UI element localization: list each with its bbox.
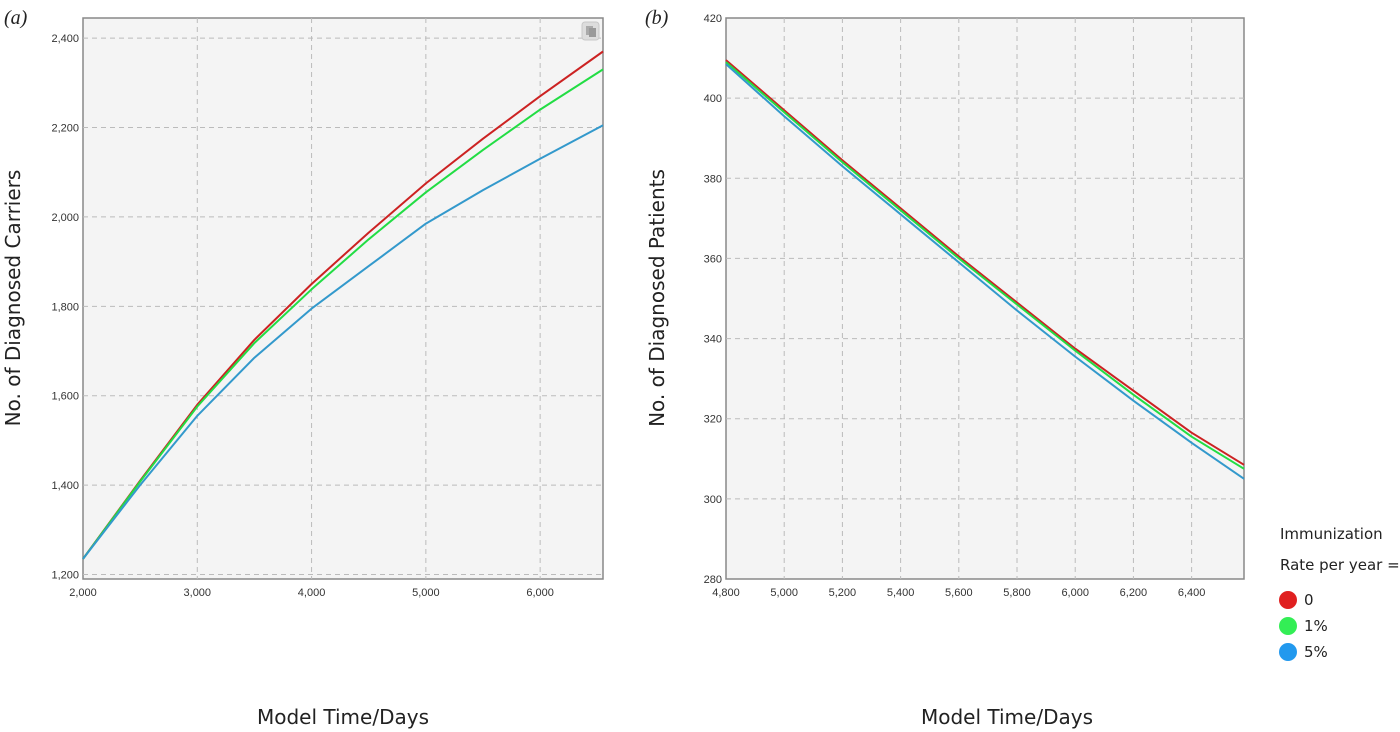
series-line-5pct: [82, 124, 604, 560]
panel-a-x-ticks: 2,000 3,000 4,000 5,000 6,000: [69, 587, 554, 599]
legend-label: 5%: [1304, 643, 1328, 661]
panel-b-x-ticks: 4,800 5,000 5,200 5,400 5,600 5,800 6,000 6,200…: [712, 587, 1205, 599]
x-tick-label: 5,800: [1003, 587, 1031, 599]
y-tick-label: 2,200: [51, 123, 79, 135]
panel-a-series: [82, 50, 604, 560]
panel-b-label: (b): [645, 7, 669, 29]
x-tick-label: 5,000: [770, 587, 798, 599]
panel-a-chart: (a) 2,000 3,000 4,000 5,000 6,000 1,200 1,400…: [1, 7, 604, 729]
panel-a-y-ticks: 1,200 1,400 1,600 1,800 2,000 2,200 2,400: [51, 33, 79, 581]
panel-b-y-ticks: 280 300 320 340 360 380 400 420: [704, 13, 722, 586]
y-tick-label: 2,000: [51, 212, 79, 224]
y-tick-label: 1,400: [51, 480, 79, 492]
series-line-1pct: [82, 68, 604, 560]
panel-a-plot-area: [82, 17, 604, 580]
legend: Immunization Rate per year = 0 1% 5%: [1279, 525, 1400, 661]
series-line-1pct: [725, 61, 1245, 470]
y-tick-label: 340: [704, 334, 722, 346]
y-tick-label: 420: [704, 13, 722, 25]
x-tick-label: 5,400: [887, 587, 915, 599]
y-tick-label: 1,600: [51, 391, 79, 403]
legend-label: 0: [1304, 591, 1314, 609]
y-tick-label: 360: [704, 253, 722, 265]
legend-marker: [1279, 617, 1297, 635]
y-tick-label: 300: [704, 494, 722, 506]
legend-label: 1%: [1304, 617, 1328, 635]
legend-marker: [1279, 643, 1297, 661]
x-tick-label: 5,000: [412, 587, 440, 599]
y-tick-label: 280: [704, 574, 722, 586]
panel-b-series: [725, 59, 1245, 480]
y-tick-label: 1,800: [51, 301, 79, 313]
y-tick-label: 1,200: [51, 570, 79, 582]
y-tick-label: 2,400: [51, 33, 79, 45]
x-tick-label: 2,000: [69, 587, 97, 599]
copy-icon[interactable]: [581, 21, 600, 41]
panel-a-y-axis-title: No. of Diagnosed Carriers: [1, 170, 25, 427]
y-tick-label: 320: [704, 414, 722, 426]
panel-b-chart: (b) 4,800 5,000 5,200 5,400 5,600 5,800 6,000 6…: [645, 7, 1245, 729]
x-tick-label: 5,600: [945, 587, 973, 599]
series-line-0: [725, 59, 1245, 466]
x-tick-label: 3,000: [184, 587, 212, 599]
panel-a-x-axis-title: Model Time/Days: [257, 705, 429, 729]
x-tick-label: 6,200: [1120, 587, 1148, 599]
legend-entries: 0 1% 5%: [1279, 591, 1328, 661]
panel-b-grid: [726, 18, 1244, 579]
x-tick-label: 4,800: [712, 587, 740, 599]
x-tick-label: 6,000: [1061, 587, 1089, 599]
x-tick-label: 6,000: [526, 587, 554, 599]
legend-marker: [1279, 591, 1297, 609]
panel-b-plot-area: [725, 17, 1245, 580]
panel-b-x-axis-title: Model Time/Days: [921, 705, 1093, 729]
legend-title-line2: Rate per year =: [1280, 556, 1400, 574]
y-tick-label: 380: [704, 173, 722, 185]
y-tick-label: 400: [704, 93, 722, 105]
panel-b-y-axis-title: No. of Diagnosed Patients: [645, 169, 669, 427]
panel-a-label: (a): [4, 7, 28, 29]
series-line-5pct: [725, 63, 1245, 480]
x-tick-label: 5,200: [829, 587, 857, 599]
legend-title-line1: Immunization: [1280, 525, 1383, 543]
x-tick-label: 4,000: [298, 587, 326, 599]
x-tick-label: 6,400: [1178, 587, 1206, 599]
